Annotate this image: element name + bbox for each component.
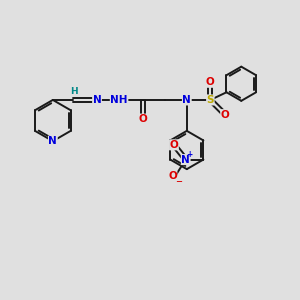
Text: +: + — [186, 150, 192, 159]
Text: NH: NH — [110, 95, 128, 105]
Text: O: O — [206, 77, 215, 87]
Text: O: O — [168, 171, 177, 181]
Text: H: H — [70, 87, 77, 96]
Text: N: N — [93, 95, 101, 105]
Text: O: O — [169, 140, 178, 150]
Text: O: O — [221, 110, 230, 120]
Text: O: O — [138, 114, 147, 124]
Text: −: − — [176, 177, 182, 186]
Text: N: N — [49, 136, 57, 146]
Text: S: S — [207, 95, 214, 105]
Text: N: N — [181, 154, 190, 165]
Text: N: N — [182, 95, 191, 105]
